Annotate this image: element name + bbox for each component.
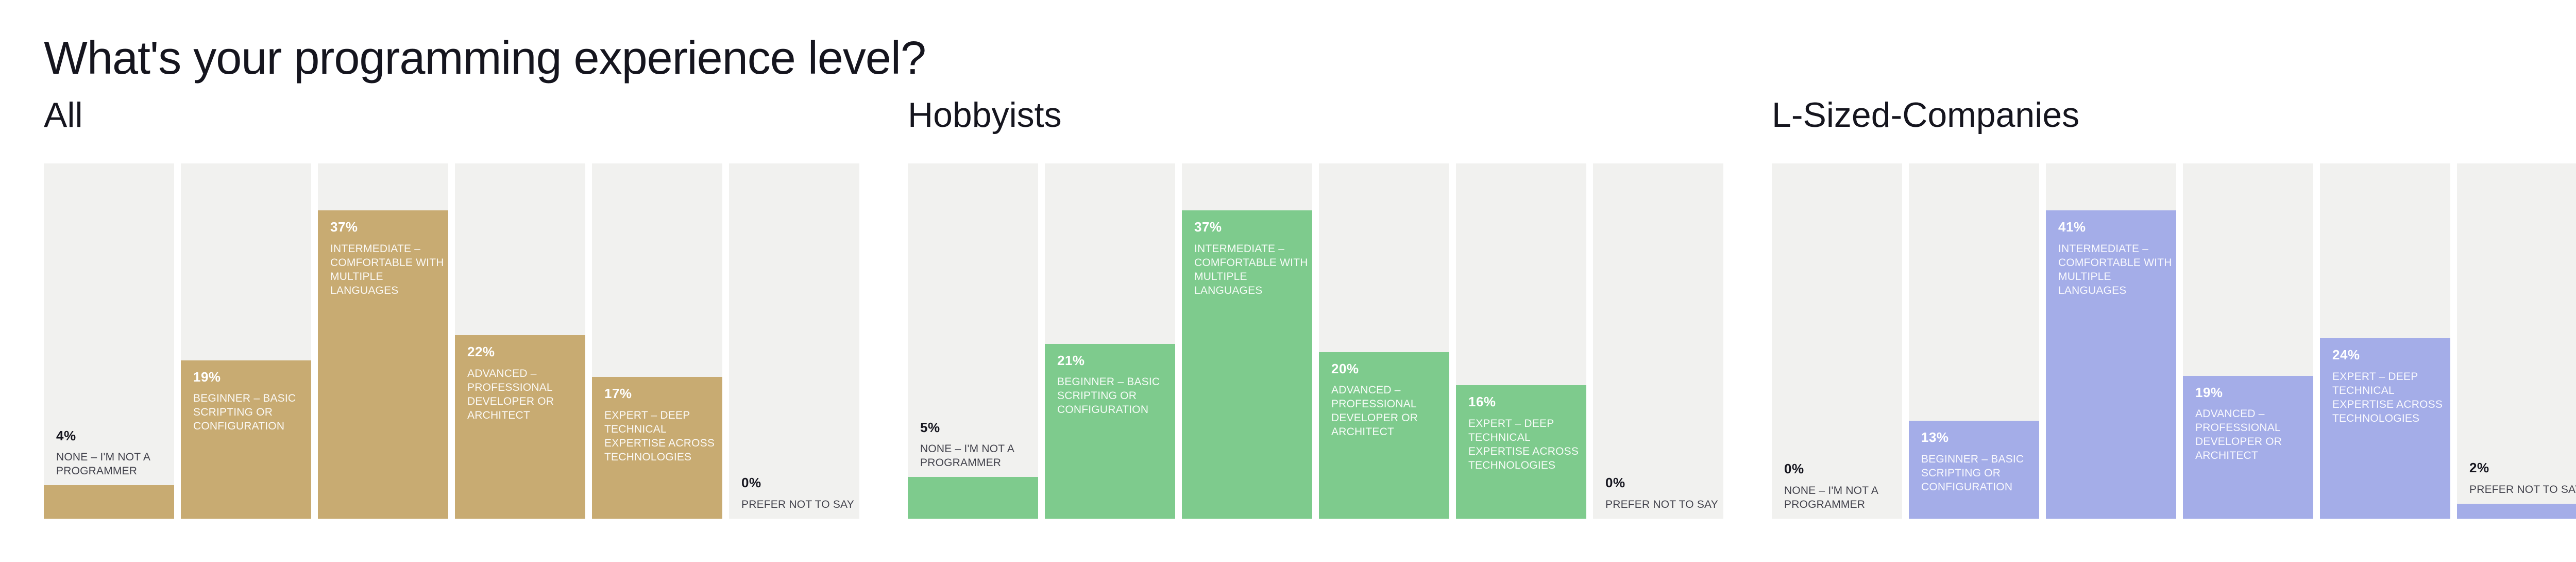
bar-expert-deep-technical-expertise-across-technologies [1456,385,1586,519]
bar-category: BEGINNER – BASIC SCRIPTING OR CONFIGURAT… [193,392,296,433]
bar-value: 16% [1468,394,1496,410]
bar-column-advanced-professional-developer-or-architect: 19% ADVANCED – PROFESSIONAL DEVELOPER OR … [2183,163,2313,519]
bar-value: 0% [1784,461,1804,477]
panel-all: All 4% NONE – I'M NOT A PROGRAMMER 19% BEGIN… [44,95,859,519]
bar-category: INTERMEDIATE – COMFORTABLE WITH MULTIPLE… [330,242,444,296]
bar-label: 5% NONE – I'M NOT A PROGRAMMER [920,420,1039,470]
bar-label: 0% PREFER NOT TO SAY [741,475,860,511]
bar-column-beginner-basic-scripting-or-configuration: 13% BEGINNER – BASIC SCRIPTING OR CONFIGU… [1909,163,2039,519]
bar-column-prefer-not-to-say: 2% PREFER NOT TO SAY [2457,163,2576,519]
bar-category: NONE – I'M NOT A PROGRAMMER [920,443,1014,469]
bar-prefer-not-to-say [2457,503,2576,519]
bar-value: 37% [1194,219,1222,235]
bar-label: 37% INTERMEDIATE – COMFORTABLE WITH MULTI… [330,220,449,297]
bar-category: BEGINNER – BASIC SCRIPTING OR CONFIGURAT… [1057,376,1160,416]
bar-category: PREFER NOT TO SAY [2469,483,2576,495]
bar-columns: 5% NONE – I'M NOT A PROGRAMMER 21% BEGINNER… [908,163,1723,519]
bar-advanced-professional-developer-or-architect [1319,352,1449,519]
panel-title-l-sized-companies: L-Sized-Companies [1772,95,2080,135]
bar-label: 16% EXPERT – DEEP TECHNICAL EXPERTISE ACR… [1468,394,1587,472]
bar-label: 24% EXPERT – DEEP TECHNICAL EXPERTISE ACR… [2332,348,2451,425]
bar-label: 13% BEGINNER – BASIC SCRIPTING OR CONFIGU… [1921,430,2040,494]
bar-column-intermediate-comfortable-with-multiple-languages: 37% INTERMEDIATE – COMFORTABLE WITH MULTI… [318,163,448,519]
bar-label: 0% NONE – I'M NOT A PROGRAMMER [1784,461,1903,511]
bar-none-i-m-not-a-programmer [44,485,174,519]
bar-beginner-basic-scripting-or-configuration [1045,343,1175,519]
bar-column-expert-deep-technical-expertise-across-technologies: 24% EXPERT – DEEP TECHNICAL EXPERTISE ACR… [2320,163,2450,519]
bar-column-none-i-m-not-a-programmer: 4% NONE – I'M NOT A PROGRAMMER [44,163,174,519]
bar-label: 37% INTERMEDIATE – COMFORTABLE WITH MULTI… [1194,220,1313,297]
bar-advanced-professional-developer-or-architect [455,335,585,519]
bar-column-prefer-not-to-say: 0% PREFER NOT TO SAY [729,163,859,519]
bar-value: 2% [2469,460,2489,476]
bar-value: 41% [2058,219,2086,235]
panel-l-sized-companies: L-Sized-Companies 0% NONE – I'M NOT A PROG… [1772,95,2576,519]
bar-column-advanced-professional-developer-or-architect: 20% ADVANCED – PROFESSIONAL DEVELOPER OR … [1319,163,1449,519]
page-title: What's your programming experience level… [44,32,926,84]
bar-intermediate-comfortable-with-multiple-languages [318,210,448,519]
bar-label: 19% ADVANCED – PROFESSIONAL DEVELOPER OR … [2195,385,2314,463]
bar-value: 21% [1057,352,1085,368]
bar-beginner-basic-scripting-or-configuration [181,360,311,519]
bar-value: 5% [920,419,940,435]
bar-category: PREFER NOT TO SAY [741,499,854,510]
bar-expert-deep-technical-expertise-across-technologies [592,377,722,519]
bar-column-advanced-professional-developer-or-architect: 22% ADVANCED – PROFESSIONAL DEVELOPER OR … [455,163,585,519]
bar-value: 19% [193,369,221,385]
bar-advanced-professional-developer-or-architect [2183,375,2313,519]
bar-category: INTERMEDIATE – COMFORTABLE WITH MULTIPLE… [1194,242,1308,296]
bar-label: 19% BEGINNER – BASIC SCRIPTING OR CONFIGU… [193,370,312,434]
bar-label: 2% PREFER NOT TO SAY [2469,460,2576,497]
bar-column-expert-deep-technical-expertise-across-technologies: 17% EXPERT – DEEP TECHNICAL EXPERTISE ACR… [592,163,722,519]
bar-columns: 4% NONE – I'M NOT A PROGRAMMER 19% BEGINNER… [44,163,859,519]
bar-category: EXPERT – DEEP TECHNICAL EXPERTISE ACROSS… [1468,417,1579,471]
bar-label: 41% INTERMEDIATE – COMFORTABLE WITH MULTI… [2058,220,2177,297]
bar-label: 0% PREFER NOT TO SAY [1605,475,1724,511]
bar-column-none-i-m-not-a-programmer: 5% NONE – I'M NOT A PROGRAMMER [908,163,1038,519]
panel-hobbyists: Hobbyists 5% NONE – I'M NOT A PROGRAMMER 21… [908,95,1723,519]
bar-label: 22% ADVANCED – PROFESSIONAL DEVELOPER OR … [467,344,586,422]
bar-value: 17% [604,386,632,402]
bar-category: ADVANCED – PROFESSIONAL DEVELOPER OR ARC… [1331,384,1418,438]
bar-value: 19% [2195,384,2223,400]
bar-value: 24% [2332,347,2360,362]
bar-label: 20% ADVANCED – PROFESSIONAL DEVELOPER OR … [1331,361,1450,439]
bar-intermediate-comfortable-with-multiple-languages [2046,210,2176,519]
bar-value: 0% [1605,475,1625,491]
bar-value: 4% [56,427,76,443]
bar-columns: 0% NONE – I'M NOT A PROGRAMMER 13% BEGINNER… [1772,163,2576,519]
panel-title-all: All [44,95,83,135]
bar-column-none-i-m-not-a-programmer: 0% NONE – I'M NOT A PROGRAMMER [1772,163,1902,519]
bar-value: 22% [467,344,495,360]
bar-label: 21% BEGINNER – BASIC SCRIPTING OR CONFIGU… [1057,353,1176,417]
bar-intermediate-comfortable-with-multiple-languages [1182,210,1312,519]
bar-beginner-basic-scripting-or-configuration [1909,421,2039,519]
bar-column-expert-deep-technical-expertise-across-technologies: 16% EXPERT – DEEP TECHNICAL EXPERTISE ACR… [1456,163,1586,519]
bar-category: EXPERT – DEEP TECHNICAL EXPERTISE ACROSS… [604,409,715,463]
bar-column-beginner-basic-scripting-or-configuration: 21% BEGINNER – BASIC SCRIPTING OR CONFIGU… [1045,163,1175,519]
bar-category: NONE – I'M NOT A PROGRAMMER [56,451,150,477]
bar-column-intermediate-comfortable-with-multiple-languages: 41% INTERMEDIATE – COMFORTABLE WITH MULTI… [2046,163,2176,519]
bar-column-intermediate-comfortable-with-multiple-languages: 37% INTERMEDIATE – COMFORTABLE WITH MULTI… [1182,163,1312,519]
bar-column-beginner-basic-scripting-or-configuration: 19% BEGINNER – BASIC SCRIPTING OR CONFIGU… [181,163,311,519]
bar-value: 37% [330,219,358,235]
panel-title-hobbyists: Hobbyists [908,95,1062,135]
bar-category: ADVANCED – PROFESSIONAL DEVELOPER OR ARC… [467,367,554,421]
bar-category: ADVANCED – PROFESSIONAL DEVELOPER OR ARC… [2195,408,2282,462]
bar-category: NONE – I'M NOT A PROGRAMMER [1784,485,1878,510]
bar-category: BEGINNER – BASIC SCRIPTING OR CONFIGURAT… [1921,453,2024,493]
bar-category: INTERMEDIATE – COMFORTABLE WITH MULTIPLE… [2058,242,2172,296]
bar-label: 17% EXPERT – DEEP TECHNICAL EXPERTISE ACR… [604,386,723,464]
bar-expert-deep-technical-expertise-across-technologies [2320,338,2450,519]
bar-none-i-m-not-a-programmer [908,477,1038,519]
bar-column-prefer-not-to-say: 0% PREFER NOT TO SAY [1593,163,1723,519]
panels-row: All 4% NONE – I'M NOT A PROGRAMMER 19% BEGIN… [44,95,2576,519]
bar-value: 0% [741,475,761,491]
bar-label: 4% NONE – I'M NOT A PROGRAMMER [56,428,175,478]
bar-category: EXPERT – DEEP TECHNICAL EXPERTISE ACROSS… [2332,370,2443,424]
bar-value: 13% [1921,429,1949,445]
bar-value: 20% [1331,360,1359,376]
bar-category: PREFER NOT TO SAY [1605,499,1718,510]
